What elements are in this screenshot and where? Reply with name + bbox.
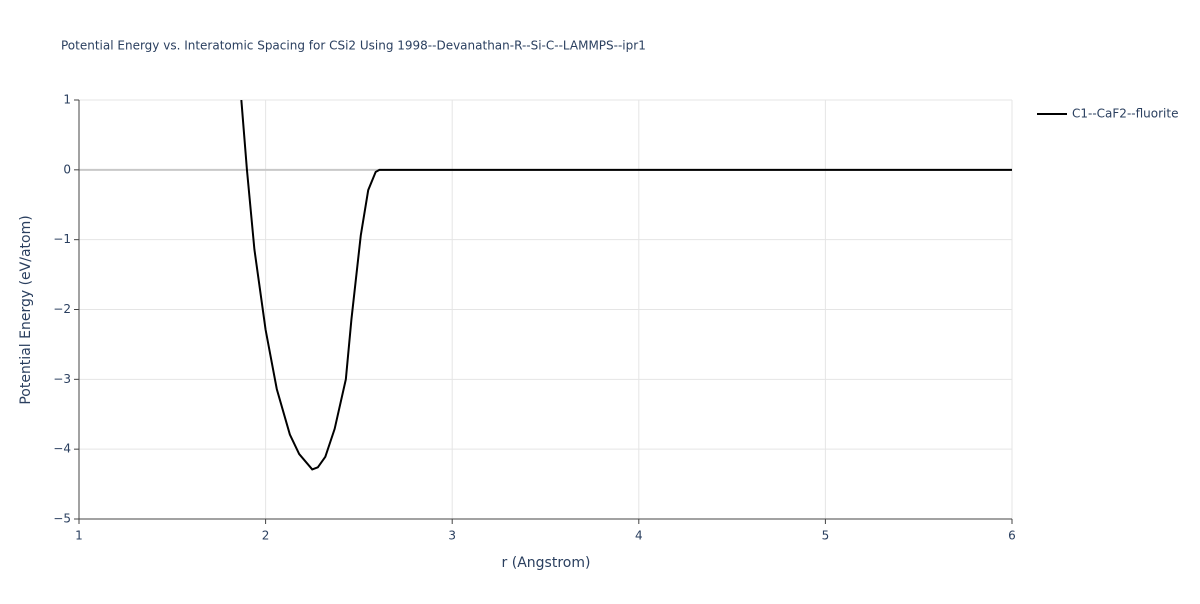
x-tick-label: 2 xyxy=(262,529,270,543)
x-tick-label: 4 xyxy=(635,529,643,543)
x-tick-label: 1 xyxy=(75,529,83,543)
series-line xyxy=(240,100,1012,471)
x-tick-label: 6 xyxy=(1008,529,1016,543)
y-tick-label: 0 xyxy=(63,162,71,176)
y-tick-label: 1 xyxy=(63,93,71,107)
y-tick-label: −4 xyxy=(53,442,71,456)
x-tick-label: 5 xyxy=(822,529,830,543)
y-tick-label: −5 xyxy=(53,512,71,526)
x-tick-label: 3 xyxy=(448,529,456,543)
y-tick-label: −2 xyxy=(53,302,71,316)
x-axis-title: r (Angstrom) xyxy=(502,555,591,571)
y-tick-label: −3 xyxy=(53,372,71,386)
y-tick-label: −1 xyxy=(53,232,71,246)
legend-label: C1--CaF2--fluorite xyxy=(1072,107,1178,121)
y-axis-title: Potential Energy (eV/atom) xyxy=(18,215,34,404)
chart-title: Potential Energy vs. Interatomic Spacing… xyxy=(61,39,646,53)
